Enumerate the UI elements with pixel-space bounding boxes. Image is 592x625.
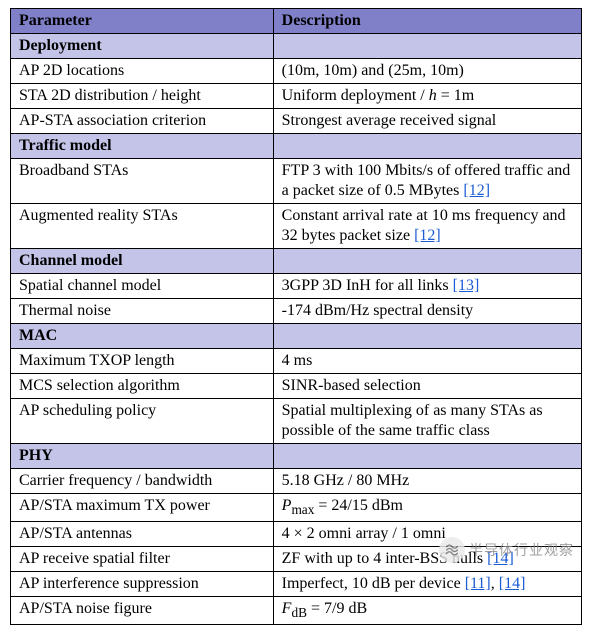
table-row: Broadband STAsFTP 3 with 100 Mbits/s of … (11, 159, 582, 204)
cell-parameter: AP scheduling policy (11, 399, 274, 444)
table-row: Carrier frequency / bandwidth5.18 GHz / … (11, 469, 582, 494)
section-blank (273, 134, 581, 159)
cell-description: ZF with up to 4 inter-BSS nulls [14] (273, 546, 581, 571)
cell-description: Strongest average received signal (273, 109, 581, 134)
cell-parameter: STA 2D distribution / height (11, 84, 274, 109)
cell-parameter: AP/STA antennas (11, 521, 274, 546)
cell-description: FTP 3 with 100 Mbits/s of offered traffi… (273, 159, 581, 204)
cell-description: 3GPP 3D InH for all links [13] (273, 274, 581, 299)
cell-description: 4 × 2 omni array / 1 omni (273, 521, 581, 546)
section-blank (273, 249, 581, 274)
section-title: Deployment (11, 34, 274, 59)
cell-parameter: Broadband STAs (11, 159, 274, 204)
section-title: MAC (11, 324, 274, 349)
section-row: Deployment (11, 34, 582, 59)
cell-description: Spatial multiplexing of as many STAs as … (273, 399, 581, 444)
table-row: AP/STA maximum TX powerPmax = 24/15 dBm (11, 494, 582, 522)
table-row: Spatial channel model3GPP 3D InH for all… (11, 274, 582, 299)
cell-description: Pmax = 24/15 dBm (273, 494, 581, 522)
citation-link[interactable]: [12] (414, 227, 441, 244)
section-row: Channel model (11, 249, 582, 274)
cell-description: (10m, 10m) and (25m, 10m) (273, 59, 581, 84)
citation-link[interactable]: [12] (463, 182, 490, 199)
cell-description: -174 dBm/Hz spectral density (273, 299, 581, 324)
cell-parameter: AP-STA association criterion (11, 109, 274, 134)
section-title: PHY (11, 444, 274, 469)
section-title: Traffic model (11, 134, 274, 159)
parameter-table-body: Parameter Description DeploymentAP 2D lo… (11, 9, 582, 625)
cell-parameter: Spatial channel model (11, 274, 274, 299)
cell-parameter: AP receive spatial filter (11, 546, 274, 571)
cell-description: SINR-based selection (273, 374, 581, 399)
citation-link[interactable]: [14] (487, 550, 514, 567)
cell-parameter: AP/STA maximum TX power (11, 494, 274, 522)
table-row: AP receive spatial filterZF with up to 4… (11, 546, 582, 571)
table-row: STA 2D distribution / heightUniform depl… (11, 84, 582, 109)
section-row: PHY (11, 444, 582, 469)
section-row: Traffic model (11, 134, 582, 159)
table-row: Thermal noise-174 dBm/Hz spectral densit… (11, 299, 582, 324)
table-row: AP 2D locations(10m, 10m) and (25m, 10m) (11, 59, 582, 84)
table-row: AP/STA antennas4 × 2 omni array / 1 omni (11, 521, 582, 546)
table-row: AP/STA noise figureFdB = 7/9 dB (11, 596, 582, 624)
header-description: Description (273, 9, 581, 34)
cell-parameter: AP/STA noise figure (11, 596, 274, 624)
cell-parameter: Maximum TXOP length (11, 349, 274, 374)
parameter-table: Parameter Description DeploymentAP 2D lo… (10, 8, 582, 625)
header-parameter: Parameter (11, 9, 274, 34)
cell-parameter: AP interference suppression (11, 571, 274, 596)
cell-description: 5.18 GHz / 80 MHz (273, 469, 581, 494)
section-title: Channel model (11, 249, 274, 274)
table-header-row: Parameter Description (11, 9, 582, 34)
section-blank (273, 324, 581, 349)
cell-description: Uniform deployment / h = 1m (273, 84, 581, 109)
cell-parameter: Thermal noise (11, 299, 274, 324)
citation-link[interactable]: [13] (453, 277, 480, 294)
table-row: MCS selection algorithmSINR-based select… (11, 374, 582, 399)
table-row: AP scheduling policySpatial multiplexing… (11, 399, 582, 444)
cell-description: FdB = 7/9 dB (273, 596, 581, 624)
cell-description: 4 ms (273, 349, 581, 374)
cell-parameter: MCS selection algorithm (11, 374, 274, 399)
citation-link[interactable]: [14] (499, 575, 526, 592)
citation-link[interactable]: [11] (465, 575, 491, 592)
cell-parameter: Augmented reality STAs (11, 204, 274, 249)
cell-parameter: AP 2D locations (11, 59, 274, 84)
cell-description: Constant arrival rate at 10 ms frequency… (273, 204, 581, 249)
section-blank (273, 444, 581, 469)
table-row: AP-STA association criterionStrongest av… (11, 109, 582, 134)
table-row: AP interference suppressionImperfect, 10… (11, 571, 582, 596)
cell-description: Imperfect, 10 dB per device [11], [14] (273, 571, 581, 596)
page: Parameter Description DeploymentAP 2D lo… (0, 0, 592, 597)
table-row: Maximum TXOP length4 ms (11, 349, 582, 374)
cell-parameter: Carrier frequency / bandwidth (11, 469, 274, 494)
section-blank (273, 34, 581, 59)
table-row: Augmented reality STAsConstant arrival r… (11, 204, 582, 249)
section-row: MAC (11, 324, 582, 349)
